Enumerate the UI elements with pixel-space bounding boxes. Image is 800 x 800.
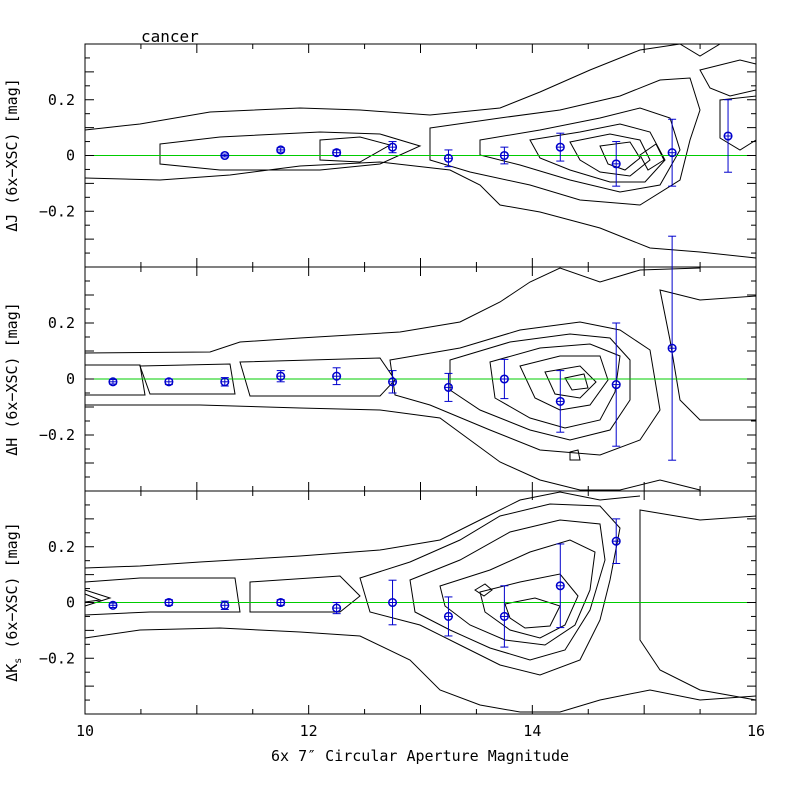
panel-j-points	[220, 99, 733, 187]
panel-ks: −0.2 0 0.2 ΔKs (6x−XSC) [mag]	[3, 490, 757, 715]
x-axis-title: 6x 7″ Circular Aperture Magnitude	[271, 747, 569, 765]
point-marker	[108, 377, 118, 387]
data-point	[276, 597, 286, 608]
point-marker	[220, 150, 230, 161]
data-point	[387, 141, 398, 154]
point-marker	[555, 581, 565, 591]
panel-ks-y-tick-labels: −0.2 0 0.2	[39, 538, 75, 668]
panel-ks-ticks	[84, 491, 757, 714]
point-marker	[667, 148, 677, 158]
data-point	[332, 602, 342, 615]
data-point	[220, 377, 230, 387]
panel-h-points	[108, 235, 677, 461]
data-point	[108, 600, 118, 610]
y-tick-label: 0	[66, 147, 75, 165]
panel-j-ticks	[84, 44, 757, 267]
data-point	[555, 543, 565, 629]
y-tick-label: 0.2	[48, 538, 75, 556]
point-marker	[611, 380, 621, 390]
point-marker	[443, 611, 454, 621]
data-point	[499, 146, 509, 165]
point-marker	[387, 142, 398, 152]
point-marker	[276, 145, 286, 155]
point-marker	[332, 603, 342, 613]
point-marker	[387, 377, 398, 387]
figure-title: cancer	[141, 27, 199, 46]
y-tick-label: 0	[66, 370, 75, 388]
point-marker	[220, 377, 230, 387]
data-point	[387, 370, 398, 394]
y-tick-label: −0.2	[39, 649, 75, 667]
point-marker	[611, 536, 621, 546]
x-tick-label: 16	[747, 722, 765, 740]
panel-ks-ylabel: ΔKs (6x−XSC) [mag]	[3, 522, 24, 682]
panel-ks-points	[108, 518, 621, 648]
panel-h-ticks	[84, 267, 757, 491]
data-point	[555, 132, 565, 162]
data-point	[499, 358, 509, 400]
panel-ks-contours	[84, 491, 757, 713]
data-point	[387, 579, 398, 626]
point-marker	[443, 153, 454, 163]
panel-j-contours	[84, 43, 757, 259]
data-point	[723, 99, 733, 173]
data-point	[443, 596, 454, 637]
point-marker	[276, 371, 286, 381]
point-marker	[387, 597, 398, 608]
data-point	[555, 370, 565, 433]
point-marker	[164, 377, 174, 387]
point-marker	[443, 382, 454, 392]
point-marker	[276, 597, 286, 608]
data-point	[108, 377, 118, 387]
data-point	[276, 145, 286, 155]
point-marker	[611, 159, 621, 169]
data-point	[667, 118, 677, 187]
data-point	[611, 141, 621, 187]
point-marker	[164, 597, 174, 608]
data-point	[332, 148, 342, 158]
y-tick-label: 0	[66, 594, 75, 612]
data-point	[220, 600, 230, 610]
point-marker	[555, 396, 565, 406]
point-marker	[555, 142, 565, 152]
x-tick-label: 12	[300, 722, 318, 740]
panel-h-ylabel: ΔH (6x−XSC) [mag]	[3, 302, 21, 456]
point-marker	[723, 131, 733, 141]
data-point	[499, 585, 509, 648]
x-tick-label: 14	[523, 722, 541, 740]
point-marker	[220, 600, 230, 610]
data-point	[164, 377, 174, 387]
y-tick-label: −0.2	[39, 202, 75, 220]
point-marker	[499, 150, 509, 161]
data-point	[443, 149, 454, 168]
point-marker	[499, 374, 509, 384]
data-point	[332, 367, 342, 386]
data-point	[276, 370, 286, 383]
panel-h: −0.2 0 0.2 ΔH (6x−XSC) [mag]	[3, 235, 757, 492]
data-point	[443, 372, 454, 402]
x-tick-label: 10	[76, 722, 94, 740]
y-tick-label: 0.2	[48, 314, 75, 332]
point-marker	[667, 343, 677, 353]
x-tick-labels: 10 12 14 16	[76, 722, 765, 740]
data-point	[220, 150, 230, 161]
point-marker	[332, 371, 342, 381]
panel-j-y-tick-labels: −0.2 0 0.2	[39, 91, 75, 221]
data-point	[611, 322, 621, 447]
data-point	[164, 597, 174, 608]
data-point	[667, 235, 677, 461]
point-marker	[332, 148, 342, 158]
y-tick-label: 0.2	[48, 91, 75, 109]
data-point	[611, 518, 621, 564]
panel-j: −0.2 0 0.2 ΔJ (6x−XSC) [mag]	[3, 43, 757, 268]
point-marker	[108, 600, 118, 610]
point-marker	[499, 611, 509, 621]
panel-h-y-tick-labels: −0.2 0 0.2	[39, 314, 75, 444]
y-tick-label: −0.2	[39, 426, 75, 444]
panel-j-ylabel: ΔJ (6x−XSC) [mag]	[3, 78, 21, 232]
